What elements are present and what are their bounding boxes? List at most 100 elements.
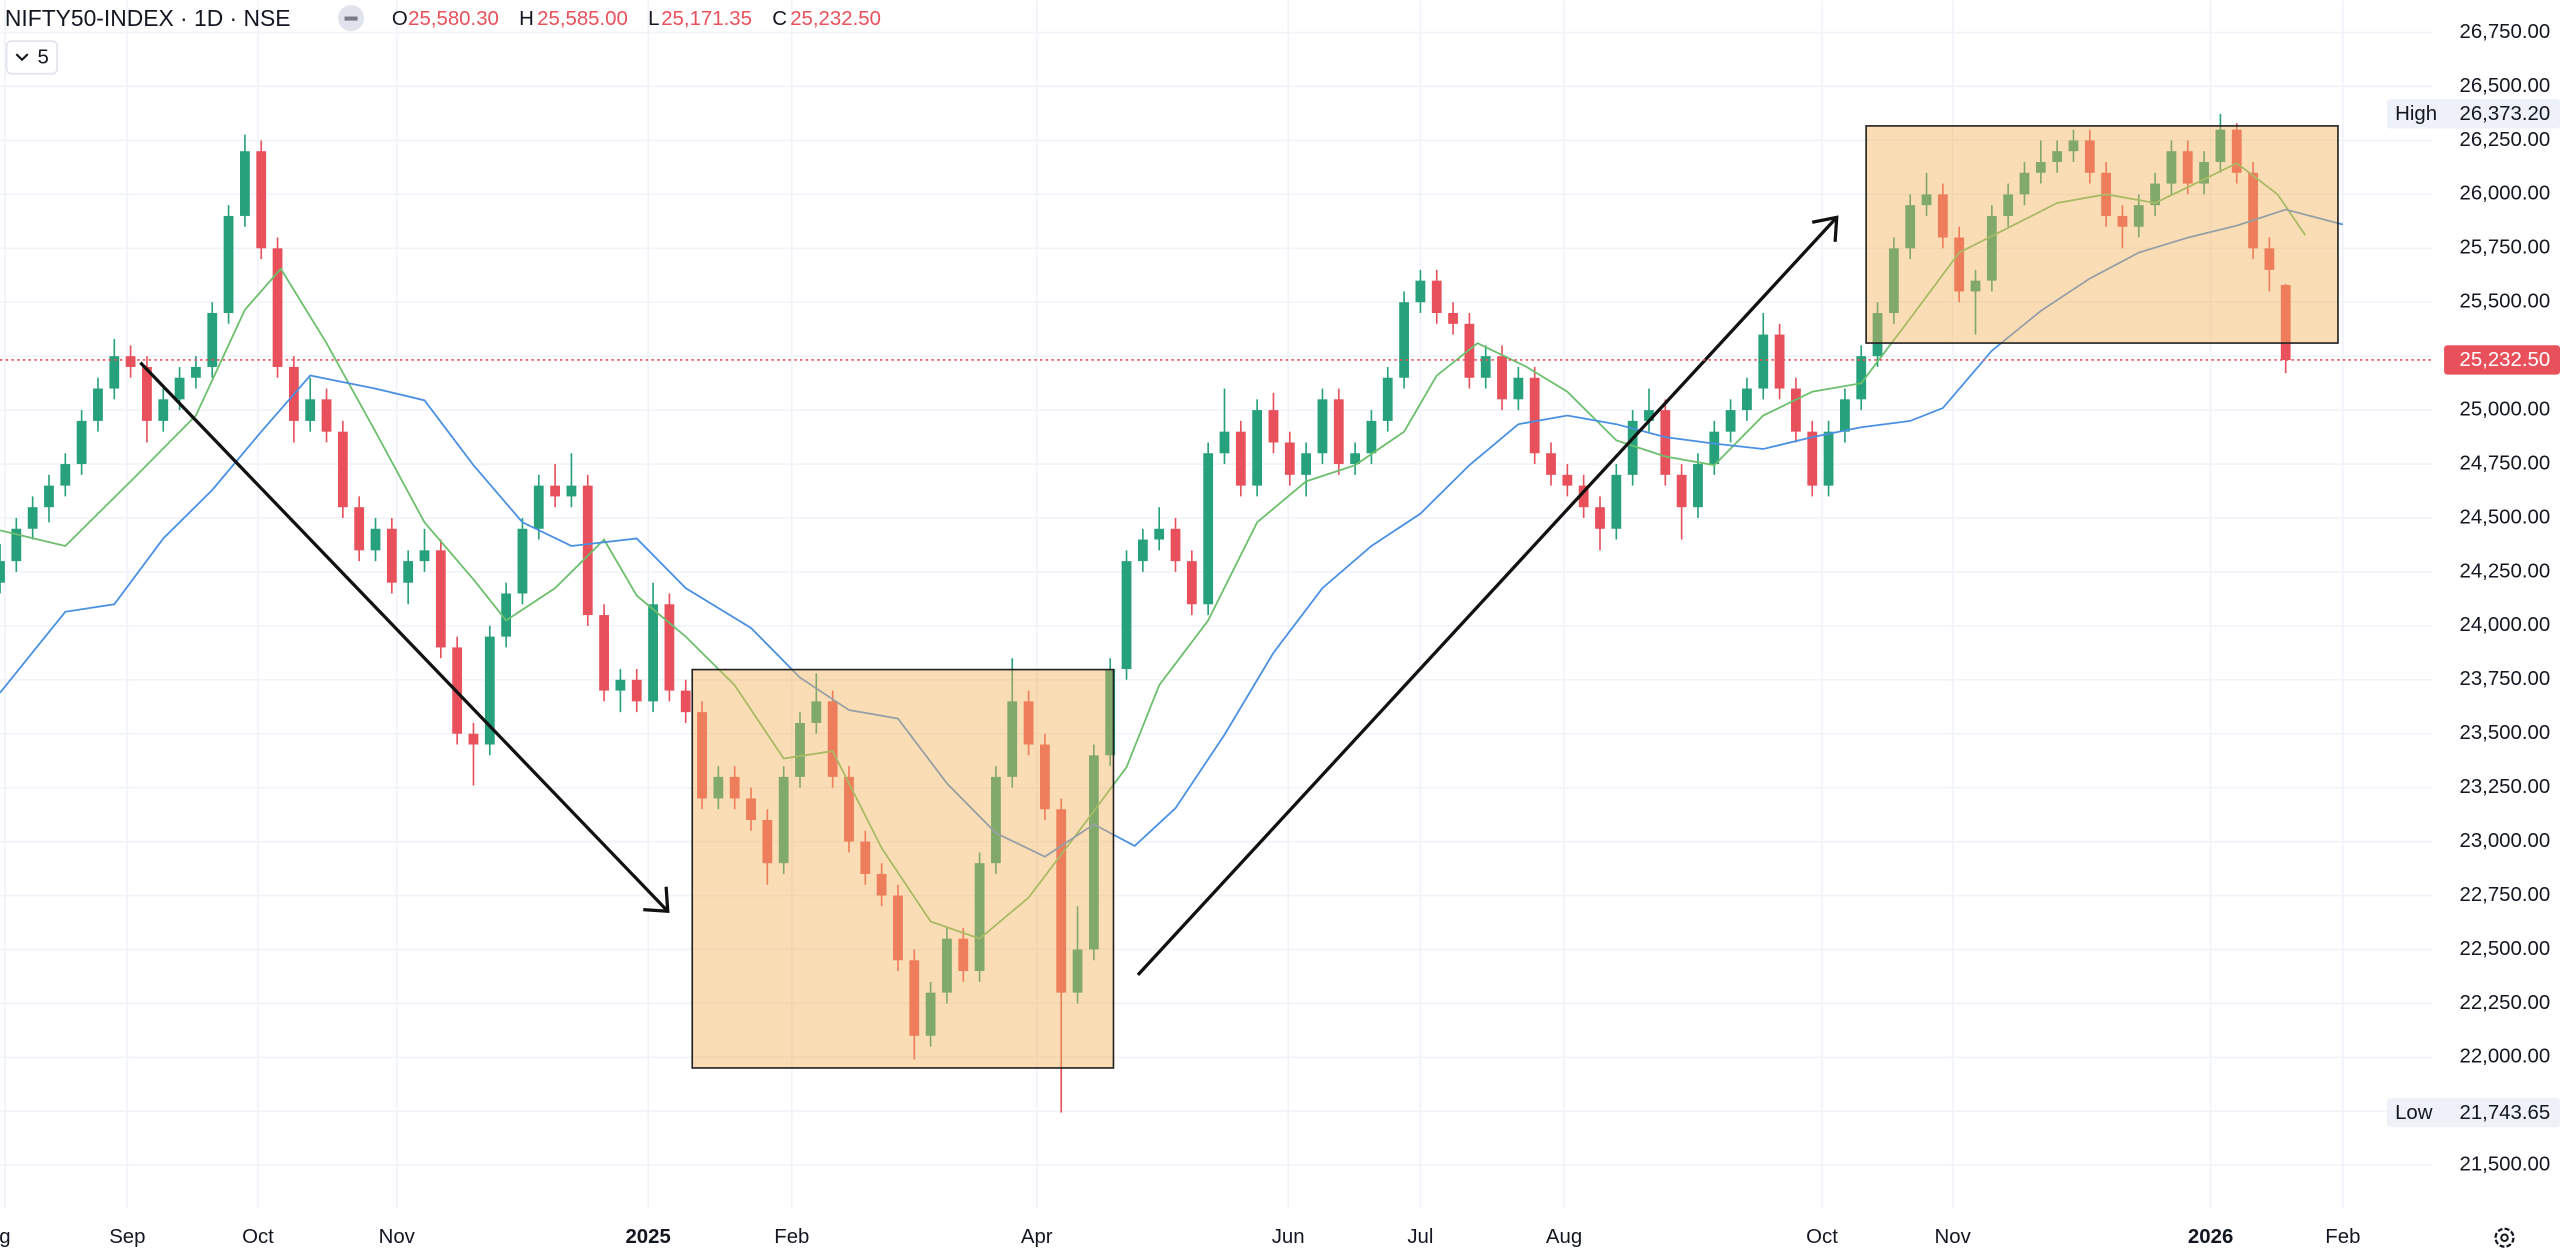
candle-body xyxy=(942,938,952,993)
low-tag xyxy=(2386,1097,2560,1128)
candles xyxy=(0,113,2291,1113)
x-tick-label: 2025 xyxy=(625,1226,670,1248)
x-tick-label: Oct xyxy=(242,1226,274,1248)
candle-body xyxy=(354,507,365,551)
moving-averages xyxy=(0,162,2344,940)
candle-body xyxy=(435,550,446,648)
indicator-toggle[interactable]: 5 xyxy=(5,40,58,75)
low-tag-value: 21,743.65 xyxy=(2459,1102,2550,1124)
candle-body xyxy=(109,356,120,389)
ohlc-key: O xyxy=(392,8,408,30)
candle-body xyxy=(1627,420,1638,475)
candle-body xyxy=(1595,507,1605,529)
x-tick-label: Jun xyxy=(1272,1226,1305,1248)
y-tick-label: 25,000.00 xyxy=(2459,398,2550,420)
candle-body xyxy=(1317,399,1328,454)
candle-body xyxy=(1872,313,1883,357)
candle-body xyxy=(1791,388,1801,432)
price-axis xyxy=(2440,0,2560,1209)
x-tick-label: Nov xyxy=(1935,1226,1972,1248)
candle-body xyxy=(2199,162,2209,184)
candle-body xyxy=(1072,949,1083,993)
candle-body xyxy=(386,528,397,583)
trend-arrow xyxy=(1136,215,1839,976)
candle-body xyxy=(1121,561,1132,669)
candle-body xyxy=(1954,237,1965,292)
candle-body xyxy=(533,485,544,529)
candle-body xyxy=(991,776,1001,864)
candle-body xyxy=(191,366,201,378)
high-tag-value: 26,373.20 xyxy=(2459,103,2550,125)
x-tick-label: 2026 xyxy=(2188,1226,2233,1248)
candle-body xyxy=(1268,410,1279,443)
candle-body xyxy=(958,938,969,972)
candle-body xyxy=(403,561,414,583)
x-tick-label: Oct xyxy=(1806,1226,1838,1248)
candle-body xyxy=(2084,140,2095,173)
ohlc-value: 25,580.30 xyxy=(408,8,499,30)
candle-body xyxy=(1399,302,1409,378)
y-tick-label: 26,500.00 xyxy=(2459,75,2550,97)
candle-body xyxy=(1154,528,1165,540)
low-tag-name: Low xyxy=(2395,1102,2433,1124)
candle-body xyxy=(1562,474,1573,486)
candle-body xyxy=(2166,151,2177,184)
candle-body xyxy=(1137,539,1148,562)
highlight-box xyxy=(1865,125,2339,344)
candle-body xyxy=(1333,399,1344,465)
candle-body xyxy=(1219,431,1230,454)
candle-body xyxy=(615,679,626,691)
price-tags: 25,232.50 High 26,373.20 Low 21,743.65 xyxy=(2386,99,2560,1128)
candle-body xyxy=(93,388,103,421)
y-tick-label: 24,500.00 xyxy=(2459,506,2550,528)
y-tick-label: 24,000.00 xyxy=(2459,614,2550,636)
candle-body xyxy=(1040,744,1050,810)
candle-body xyxy=(778,776,789,864)
candle-body xyxy=(0,561,5,583)
candle-body xyxy=(974,863,985,972)
candle-body xyxy=(1186,561,1197,605)
y-tick-label: 22,000.00 xyxy=(2459,1046,2550,1068)
candle-body xyxy=(2133,205,2144,227)
candle-body xyxy=(1856,356,1867,400)
candle-body xyxy=(158,399,169,421)
candle-body xyxy=(1088,755,1099,950)
candle-body xyxy=(909,960,920,1036)
y-tick-label: 25,500.00 xyxy=(2459,291,2550,313)
candle-body xyxy=(76,420,87,465)
candle-body xyxy=(1382,377,1393,421)
y-tick-label: 22,500.00 xyxy=(2459,938,2550,960)
grid xyxy=(0,0,2433,1209)
candle-body xyxy=(517,528,528,594)
settings-button[interactable] xyxy=(2494,1227,2515,1248)
candle-body xyxy=(844,776,854,842)
candle-body xyxy=(2068,140,2079,152)
candle-body xyxy=(1480,356,1491,378)
candle-body xyxy=(762,820,773,864)
candle-body xyxy=(2003,194,2014,216)
ohlc-value: 25,585.00 xyxy=(537,8,628,30)
candle-body xyxy=(2248,172,2258,249)
header: NIFTY50-INDEX · 1D · NSE O 25,580.30 H 2… xyxy=(5,5,881,75)
candle-body xyxy=(550,485,560,497)
candle-body xyxy=(1742,388,1752,411)
candle-body xyxy=(1578,485,1589,508)
gear-center xyxy=(2500,1233,2509,1242)
candle-body xyxy=(795,722,805,777)
candle-body xyxy=(1758,334,1769,389)
candle-body xyxy=(207,313,218,367)
ohlc-value: 25,171.35 xyxy=(661,8,752,30)
ohlc-key: L xyxy=(648,8,659,30)
candle-body xyxy=(1774,334,1785,389)
toggle-box[interactable] xyxy=(5,40,58,75)
trend-arrow xyxy=(139,361,670,913)
y-tick-label: 25,750.00 xyxy=(2459,237,2550,259)
x-tick-label: g xyxy=(0,1226,11,1248)
candle-body xyxy=(729,776,740,799)
candle-body xyxy=(1660,410,1671,475)
candle-body xyxy=(827,701,838,777)
candle-body xyxy=(1937,194,1948,238)
chevron xyxy=(15,53,29,62)
y-tick-label: 24,750.00 xyxy=(2459,452,2550,474)
y-tick-label: 23,750.00 xyxy=(2459,668,2550,690)
